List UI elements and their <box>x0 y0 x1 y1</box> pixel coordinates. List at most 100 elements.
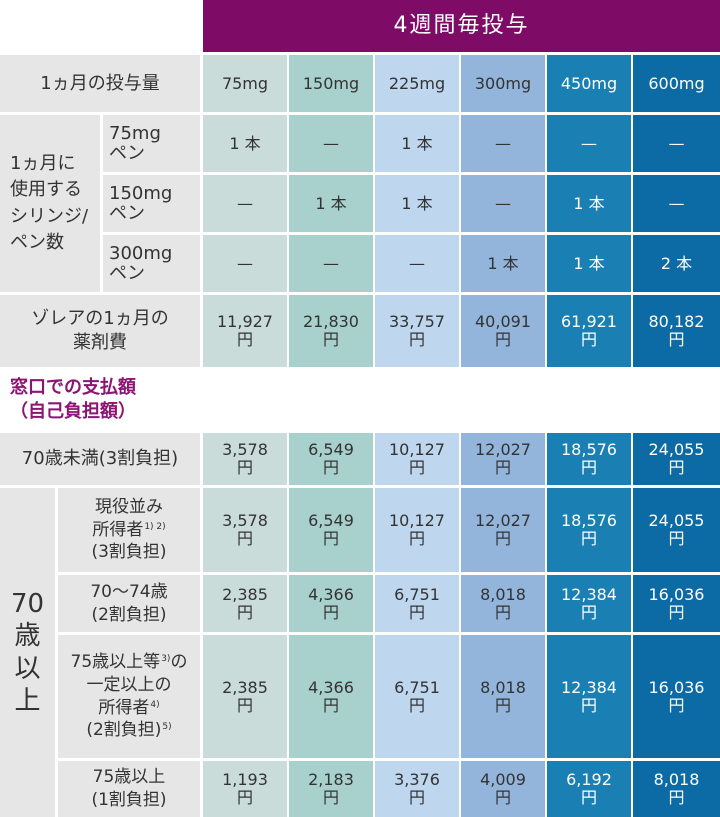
row-label: 75歳以上等3)の 一定以上の 所得者4) (2割負担)5) <box>58 635 200 758</box>
text-line: 70〜74歳 <box>90 581 168 602</box>
payment-cell: 6,751 円 <box>375 575 459 632</box>
cost-cell: 40,091 円 <box>461 295 545 367</box>
text-line: 所得者4) <box>98 697 159 720</box>
section-title: 窓口での支払額 （自己負担額） <box>0 370 300 430</box>
text-line: 円 <box>322 330 339 349</box>
text-line: 円 <box>408 529 425 548</box>
text-line: 4,366 <box>308 677 354 697</box>
payment-cell: 6,549 円 <box>289 488 373 572</box>
syringe-cell: 1 本 <box>375 115 459 172</box>
text-line: 40,091 <box>475 312 531 332</box>
dose-cell: 300mg <box>461 55 545 112</box>
payment-cell: 4,366 円 <box>289 635 373 758</box>
payment-cell: 12,384 円 <box>547 575 631 632</box>
text-line: 円 <box>236 602 253 622</box>
payment-cell: 2,385 円 <box>203 575 287 632</box>
text-line: 11,927 <box>217 312 273 332</box>
row-label: 150mg ペン <box>103 175 200 232</box>
text-line: 円 <box>668 788 685 807</box>
syringe-cell: — <box>461 175 545 232</box>
text-line: 2 本 <box>660 253 693 273</box>
text-line: 61,921 <box>561 312 617 332</box>
text-line: 6,751 <box>394 677 440 697</box>
text-line: 1,193 <box>222 770 268 790</box>
text-line: 33,757 <box>389 312 445 332</box>
text-line: 21,830 <box>303 312 359 332</box>
footnote-ref: 4) <box>150 699 160 710</box>
text-line: 円 <box>580 602 597 622</box>
text-line: 現役並み <box>95 496 163 517</box>
text-line: 1ヵ月の投与量 <box>40 72 160 94</box>
text-line: 12,384 <box>561 677 617 697</box>
text-line: 10,127 <box>389 440 445 460</box>
footnote-ref: 3) <box>161 653 171 664</box>
text-line: (2割負担) <box>91 604 167 625</box>
text-line: — <box>237 253 253 273</box>
text-line: 円 <box>236 330 253 349</box>
text-line: 円 <box>408 788 425 807</box>
text-line: 18,576 <box>561 440 617 460</box>
payment-cell: 6,751 円 <box>375 635 459 758</box>
payment-cell: 16,036 円 <box>633 635 720 758</box>
payment-cell: 2,183 円 <box>289 761 373 817</box>
payment-cell: 3,578 円 <box>203 488 287 572</box>
dose-cell: 75mg <box>203 55 287 112</box>
text-line: 一定以上の <box>86 674 172 695</box>
row-label: 1ヵ月の投与量 <box>0 55 200 112</box>
text-line: 使用する <box>10 179 82 201</box>
text-line: 4,366 <box>308 584 354 604</box>
syringe-cell: — <box>547 115 631 172</box>
text-line: — <box>323 253 339 273</box>
text-line: 円 <box>580 330 597 349</box>
text-line: 円 <box>580 529 597 548</box>
payment-cell: 8,018 円 <box>633 761 720 817</box>
text-line: 1 本 <box>401 193 433 213</box>
text-line: 300mg <box>109 242 173 264</box>
cost-cell: 80,182 円 <box>633 295 720 367</box>
payment-cell: 18,576 円 <box>547 433 631 485</box>
payment-cell: 24,055 円 <box>633 433 720 485</box>
text-line: 75歳以上等3)の <box>71 651 188 674</box>
text-line: 円 <box>322 602 339 622</box>
syringe-cell: — <box>289 235 373 292</box>
text-line: 70歳未満(3割負担) <box>21 448 179 470</box>
syringe-cell: 1 本 <box>375 175 459 232</box>
text-line: 歳 <box>14 621 41 651</box>
text-line: 円 <box>408 330 425 349</box>
payment-cell: 8,018 円 <box>461 635 545 758</box>
payment-cell: 2,385 円 <box>203 635 287 758</box>
text-line: 450mg <box>560 73 618 93</box>
text-line: 75歳以上 <box>92 767 166 788</box>
text-line: 円 <box>494 788 511 807</box>
syringe-cell: — <box>633 115 720 172</box>
text-line: 円 <box>494 458 511 477</box>
payment-cell: 3,376 円 <box>375 761 459 817</box>
syringe-cell: 2 本 <box>633 235 720 292</box>
text-line: 6,751 <box>394 584 440 604</box>
text-line: — <box>668 133 685 153</box>
text-line: 3,578 <box>222 440 268 460</box>
text-line: 所得者1) 2) <box>92 519 165 542</box>
row-label: 現役並み 所得者1) 2) (3割負担) <box>58 488 200 572</box>
payment-cell: 6,192 円 <box>547 761 631 817</box>
text-segment: の <box>170 651 188 672</box>
text-line: ペン <box>109 262 145 284</box>
text-line: 4週間毎投与 <box>393 12 530 38</box>
text-line: 1 本 <box>315 193 347 213</box>
text-line: ペン <box>109 202 145 224</box>
syringe-cell: — <box>203 175 287 232</box>
text-line: （自己負担額） <box>10 401 136 422</box>
text-line: 1 本 <box>401 133 433 153</box>
text-line: 円 <box>236 458 253 477</box>
payment-cell: 6,549 円 <box>289 433 373 485</box>
syringe-cell: 1 本 <box>461 235 545 292</box>
text-line: 6,549 <box>308 440 354 460</box>
dose-cell: 600mg <box>633 55 720 112</box>
payment-cell: 10,127 円 <box>375 433 459 485</box>
text-line: 70 <box>10 588 45 619</box>
text-line: 円 <box>322 458 339 477</box>
text-line: 薬剤費 <box>73 332 127 353</box>
text-line: ゾレアの1ヵ月の <box>31 307 169 329</box>
text-line: 円 <box>322 788 339 807</box>
